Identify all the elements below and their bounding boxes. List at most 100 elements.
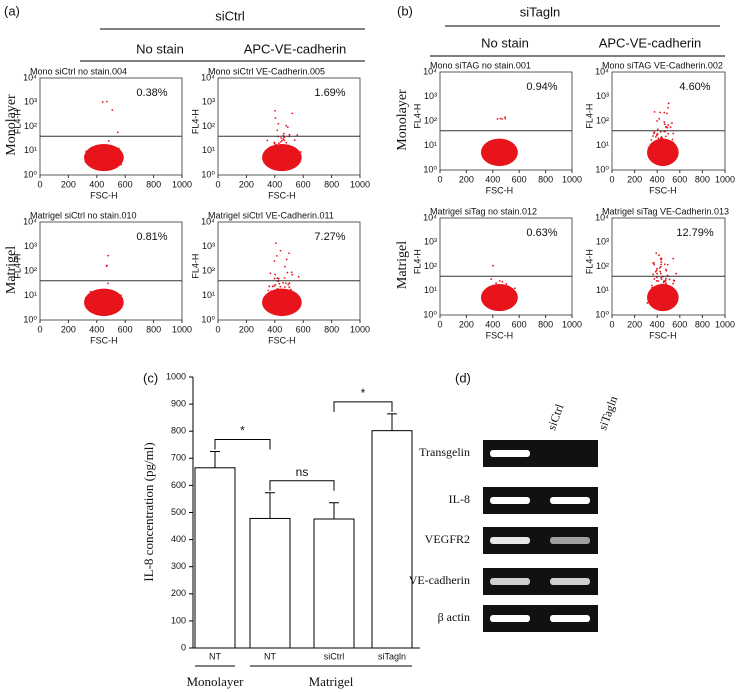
cell-dot: [267, 304, 269, 307]
cell-dot: [277, 142, 280, 145]
cell-dot: [482, 295, 485, 298]
row-label: Matrigel: [4, 246, 19, 294]
cell-dot: [97, 301, 100, 304]
cell-dot: [658, 295, 661, 298]
x-tick-label: 200: [459, 174, 474, 184]
cell-dot: [273, 285, 276, 287]
cell-dot: [657, 293, 659, 295]
cell-dot: [481, 148, 484, 151]
cell-dot: [492, 264, 494, 267]
x-tick-label: 0: [37, 324, 42, 334]
x-tick-label: 0: [437, 319, 442, 329]
cell-dot: [508, 149, 511, 152]
cell-dot: [280, 152, 283, 155]
cell-dot: [95, 161, 97, 164]
cell-dot: [288, 290, 291, 293]
y-tick-label: 200: [171, 588, 186, 598]
cell-dot: [268, 298, 270, 300]
cell-dot: [111, 161, 113, 164]
cell-dot: [105, 265, 108, 268]
x-tick-label: 1000: [350, 179, 370, 189]
cell-dot: [504, 149, 507, 152]
cell-dot: [272, 299, 275, 302]
cell-dot: [671, 151, 674, 154]
cell-dot: [275, 143, 278, 146]
cell-dot: [108, 163, 111, 165]
cell-dot: [269, 298, 272, 300]
cell-dot: [658, 289, 661, 292]
plot-title: Matrigel siCtrl VE-Cadherin.011: [208, 210, 334, 220]
cell-dot: [285, 152, 287, 155]
cell-dot: [658, 296, 661, 299]
cell-dot: [663, 292, 665, 295]
cell-dot: [497, 295, 499, 298]
y-tick-label: 10⁴: [23, 216, 37, 226]
significance-label: *: [361, 386, 366, 400]
cell-dot: [282, 294, 284, 297]
cell-dot: [662, 281, 665, 284]
cell-dot: [106, 304, 108, 307]
cell-dot: [504, 147, 506, 150]
cell-dot: [663, 123, 666, 126]
cell-dot: [658, 144, 661, 147]
cell-dot: [266, 301, 268, 303]
cell-dot: [495, 145, 498, 148]
cell-dot: [507, 157, 510, 160]
cell-dot: [663, 121, 666, 123]
cell-dot: [84, 154, 87, 157]
cell-dot: [99, 302, 101, 305]
plot-frame: [217, 221, 361, 321]
cell-dot: [665, 153, 668, 156]
cell-dot: [99, 159, 101, 161]
significance-bracket: [333, 401, 393, 412]
cell-dot: [276, 299, 279, 302]
cell-dot: [102, 308, 105, 311]
cell-dot: [290, 304, 293, 307]
cell-dot: [93, 157, 95, 160]
cell-dot: [113, 156, 116, 159]
cell-dot: [670, 152, 672, 155]
percent-label: 1.69%: [314, 87, 345, 99]
cell-dot: [279, 165, 282, 168]
cell-dot: [288, 306, 291, 309]
cell-dot: [656, 155, 659, 158]
panel-label: (d): [455, 370, 471, 385]
cell-dot: [89, 304, 92, 307]
cell-dot: [660, 289, 662, 292]
significance-label: ns: [296, 465, 309, 479]
cell-dot: [488, 155, 490, 157]
cell-dot: [665, 143, 667, 146]
cell-dot: [268, 151, 271, 154]
cell-dot: [664, 279, 667, 282]
cell-dot: [91, 155, 94, 158]
y-axis-label: FL4-H: [190, 109, 200, 134]
gene-label: VE-cadherin: [409, 573, 470, 587]
cell-dot: [663, 263, 666, 266]
cell-dot: [484, 301, 486, 304]
cell-dot: [113, 307, 116, 310]
x-tick-label: 200: [61, 179, 76, 189]
x-tick-label: 0: [609, 319, 614, 329]
cell-dot: [95, 299, 98, 302]
cell-dot: [494, 298, 496, 301]
cell-dot: [279, 161, 282, 163]
cell-dot: [495, 148, 498, 151]
y-tick-label: 10⁴: [423, 212, 437, 222]
cell-dot: [660, 152, 663, 154]
cell-dot: [501, 280, 504, 283]
x-tick-label: 800: [324, 179, 339, 189]
y-tick-label: 10³: [24, 241, 37, 251]
cell-dot: [499, 117, 502, 120]
cell-dot: [286, 150, 289, 153]
y-tick-label: 10²: [202, 121, 215, 131]
cell-dot: [287, 163, 290, 166]
cell-dot: [668, 153, 671, 156]
cell-dot: [657, 137, 660, 140]
y-tick-label: 10¹: [202, 290, 215, 300]
cell-dot: [271, 164, 274, 166]
percent-label: 4.60%: [679, 81, 710, 93]
y-tick-label: 1000: [166, 371, 186, 381]
gel-band: [490, 578, 530, 585]
cell-dot: [496, 155, 499, 158]
cell-dot: [658, 142, 661, 145]
